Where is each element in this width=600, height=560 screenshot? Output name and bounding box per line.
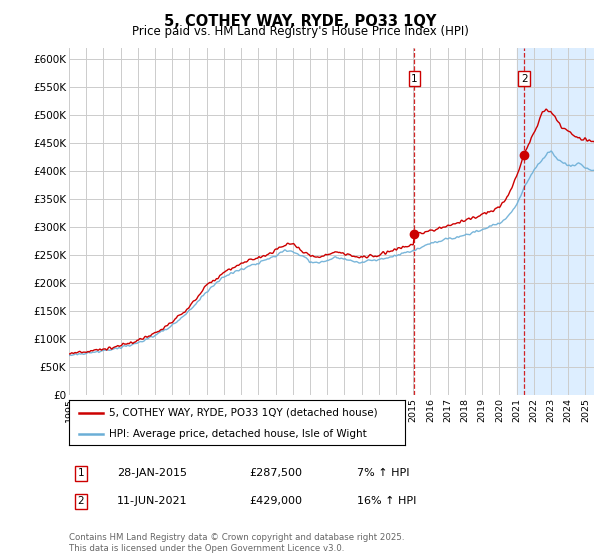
Text: 5, COTHEY WAY, RYDE, PO33 1QY (detached house): 5, COTHEY WAY, RYDE, PO33 1QY (detached … (109, 408, 378, 418)
Text: 11-JUN-2021: 11-JUN-2021 (117, 496, 188, 506)
Text: 2: 2 (521, 74, 527, 84)
Text: £429,000: £429,000 (249, 496, 302, 506)
Text: 2: 2 (77, 496, 85, 506)
Text: Price paid vs. HM Land Registry's House Price Index (HPI): Price paid vs. HM Land Registry's House … (131, 25, 469, 38)
Text: 28-JAN-2015: 28-JAN-2015 (117, 468, 187, 478)
Text: £287,500: £287,500 (249, 468, 302, 478)
Text: 1: 1 (411, 74, 418, 84)
Text: 16% ↑ HPI: 16% ↑ HPI (357, 496, 416, 506)
Text: 5, COTHEY WAY, RYDE, PO33 1QY: 5, COTHEY WAY, RYDE, PO33 1QY (164, 14, 436, 29)
Text: HPI: Average price, detached house, Isle of Wight: HPI: Average price, detached house, Isle… (109, 429, 367, 439)
Text: 1: 1 (77, 468, 85, 478)
Text: Contains HM Land Registry data © Crown copyright and database right 2025.
This d: Contains HM Land Registry data © Crown c… (69, 533, 404, 553)
Bar (517, 48, 594, 395)
Text: 7% ↑ HPI: 7% ↑ HPI (357, 468, 409, 478)
